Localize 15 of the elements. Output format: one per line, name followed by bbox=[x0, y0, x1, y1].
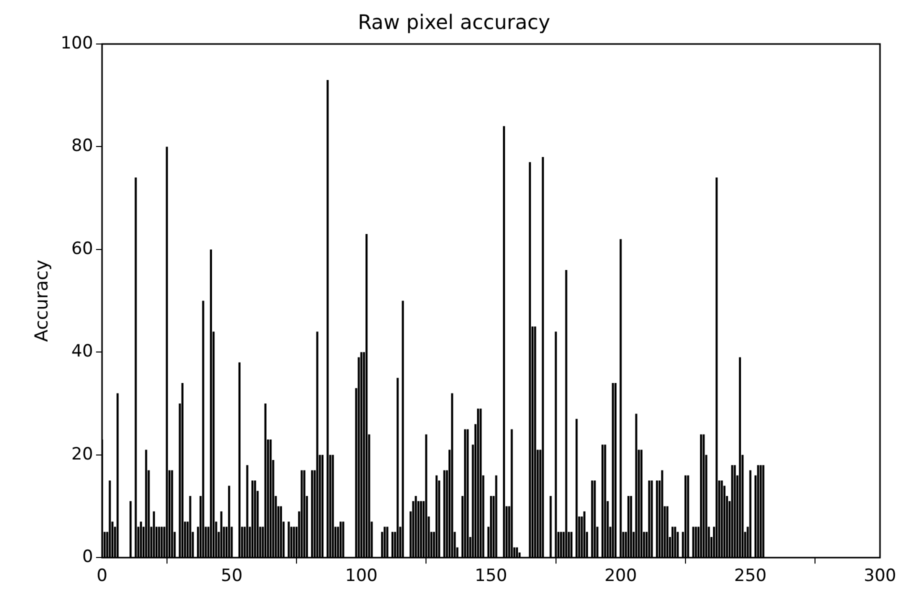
x-tick-label: 100 bbox=[345, 566, 378, 586]
x-tick-label: 0 bbox=[96, 566, 108, 586]
x-tick-label: 300 bbox=[864, 566, 896, 586]
y-tick-label: 60 bbox=[71, 238, 94, 259]
y-axis-title: Accuracy bbox=[31, 259, 52, 342]
y-tick-label: 20 bbox=[71, 444, 94, 464]
x-tick-label: 150 bbox=[474, 566, 508, 586]
x-tick-label: 50 bbox=[220, 566, 243, 586]
x-tick-label: 200 bbox=[604, 566, 637, 586]
x-tick-label: 250 bbox=[734, 566, 767, 586]
y-tick-label: 40 bbox=[71, 342, 94, 362]
y-tick-label: 100 bbox=[60, 33, 94, 54]
y-tick-label: 80 bbox=[71, 136, 94, 156]
y-tick-label: 0 bbox=[82, 547, 94, 568]
chart-title: Raw pixel accuracy bbox=[358, 10, 550, 34]
